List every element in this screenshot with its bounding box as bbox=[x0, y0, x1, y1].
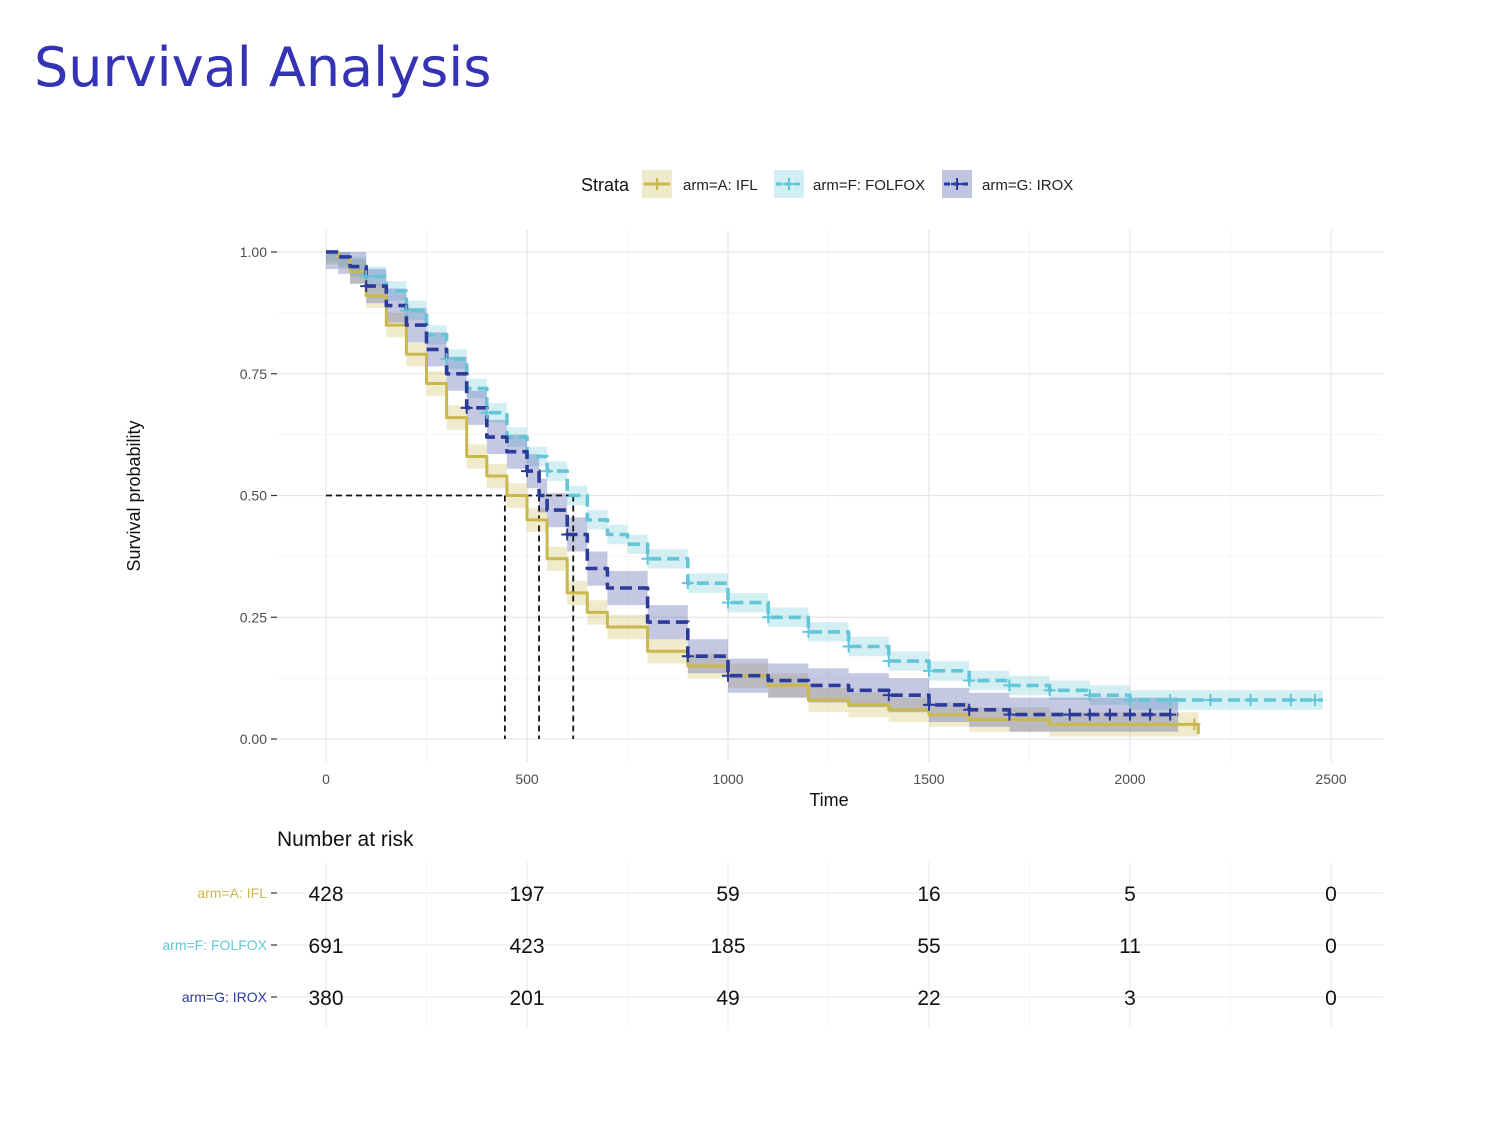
censor-mark bbox=[1188, 718, 1201, 731]
risk-table-cell: 22 bbox=[917, 987, 940, 1010]
risk-table-cell: 691 bbox=[308, 935, 343, 958]
censor-mark bbox=[1124, 708, 1136, 721]
survival-curves bbox=[326, 250, 1323, 735]
legend-label: arm=A: IFL bbox=[683, 177, 758, 194]
risk-table-row-label: arm=F: FOLFOX bbox=[162, 937, 267, 953]
risk-table-cell: 380 bbox=[308, 987, 343, 1010]
censor-mark bbox=[1284, 694, 1297, 707]
censor-mark bbox=[722, 596, 734, 609]
risk-table-cell: 185 bbox=[710, 935, 745, 958]
risk-table-cell: 0 bbox=[1325, 883, 1337, 906]
risk-table-cell: 49 bbox=[716, 987, 739, 1010]
x-tick-label: 1000 bbox=[712, 771, 743, 787]
risk-table: Number at risk arm=A: IFL 428 197 59 16 5 0 arm=… bbox=[162, 828, 1383, 1028]
censor-mark bbox=[1103, 708, 1116, 721]
risk-table-cell: 11 bbox=[1119, 935, 1141, 958]
x-tick-label: 0 bbox=[322, 771, 330, 787]
censor-marks bbox=[360, 270, 1321, 731]
censor-mark bbox=[460, 401, 473, 414]
censor-mark bbox=[722, 669, 734, 682]
censor-mark bbox=[1003, 708, 1016, 721]
risk-table-row-label: arm=A: IFL bbox=[197, 885, 267, 901]
y-tick-label: 0.00 bbox=[240, 731, 267, 747]
survival-curve bbox=[326, 250, 1179, 717]
censor-mark bbox=[1204, 694, 1217, 707]
confidence-band bbox=[326, 252, 1179, 732]
x-tick-label: 500 bbox=[515, 771, 539, 787]
legend-title: Strata bbox=[581, 175, 630, 195]
axes: 0 500 1000 1500 2000 2500 0.00 0.25 0.50 0.75 1.00… bbox=[124, 244, 1347, 810]
y-tick-label: 0.50 bbox=[240, 488, 267, 504]
censor-mark bbox=[1083, 689, 1096, 702]
censor-mark bbox=[882, 689, 895, 702]
censor-mark bbox=[1164, 708, 1177, 721]
risk-table-cell: 423 bbox=[509, 935, 544, 958]
censor-mark bbox=[1308, 694, 1321, 707]
censor-mark bbox=[1083, 708, 1096, 721]
risk-table-cell: 3 bbox=[1124, 987, 1136, 1010]
y-tick-label: 0.75 bbox=[240, 366, 267, 382]
censor-mark bbox=[480, 406, 493, 419]
legend-label: arm=F: FOLFOX bbox=[813, 177, 925, 194]
survival-curve bbox=[326, 250, 1200, 735]
legend-key-censor bbox=[951, 178, 963, 190]
x-axis-title: Time bbox=[809, 790, 848, 810]
censor-mark bbox=[641, 552, 654, 565]
risk-table-cell: 5 bbox=[1124, 883, 1136, 906]
censor-mark bbox=[1244, 694, 1257, 707]
legend: Strata arm=A: IFL arm=F: FOLFOX arm=G: IROX bbox=[581, 170, 1073, 198]
censor-mark bbox=[1144, 708, 1157, 721]
censor-mark bbox=[923, 664, 935, 677]
risk-table-cell: 197 bbox=[509, 883, 544, 906]
x-tick-label: 1500 bbox=[913, 771, 944, 787]
legend-key-censor bbox=[651, 178, 663, 190]
x-tick-label: 2500 bbox=[1315, 771, 1346, 787]
censor-mark bbox=[802, 625, 815, 638]
survival-curve bbox=[326, 250, 1323, 702]
censor-mark bbox=[1164, 694, 1177, 707]
censor-mark bbox=[963, 674, 976, 687]
risk-table-cell: 428 bbox=[308, 883, 343, 906]
y-axis-title: Survival probability bbox=[124, 420, 144, 571]
censor-mark bbox=[1043, 684, 1056, 697]
censor-mark bbox=[400, 304, 413, 317]
censor-mark bbox=[440, 353, 453, 366]
risk-table-cell: 55 bbox=[917, 935, 940, 958]
censor-mark bbox=[923, 698, 935, 711]
y-tick-label: 0.25 bbox=[240, 609, 267, 625]
risk-table-cell: 0 bbox=[1325, 987, 1337, 1010]
x-tick-label: 2000 bbox=[1114, 771, 1145, 787]
risk-table-cell: 59 bbox=[716, 883, 739, 906]
censor-mark bbox=[963, 703, 976, 716]
risk-table-cell: 0 bbox=[1325, 935, 1337, 958]
censor-mark bbox=[561, 528, 574, 541]
plot-grid bbox=[277, 230, 1383, 762]
risk-table-row-label: arm=G: IROX bbox=[182, 989, 268, 1005]
censor-mark bbox=[681, 650, 694, 663]
risk-table-cell: 16 bbox=[917, 883, 940, 906]
page-title: Survival Analysis bbox=[34, 36, 492, 99]
legend-key-censor bbox=[783, 178, 795, 190]
censor-mark bbox=[541, 465, 554, 478]
censor-mark bbox=[842, 640, 855, 653]
censor-mark bbox=[681, 577, 694, 590]
censor-mark bbox=[762, 611, 775, 624]
y-tick-label: 1.00 bbox=[240, 244, 267, 260]
censor-mark bbox=[1003, 679, 1016, 692]
legend-label: arm=G: IROX bbox=[982, 177, 1073, 194]
risk-table-cell: 201 bbox=[509, 987, 544, 1010]
censor-mark bbox=[360, 280, 373, 293]
censor-mark bbox=[1063, 708, 1076, 721]
risk-table-title: Number at risk bbox=[277, 828, 414, 851]
confidence-band bbox=[326, 252, 1323, 710]
censor-mark bbox=[521, 465, 533, 478]
censor-mark bbox=[1124, 694, 1136, 707]
censor-mark bbox=[882, 655, 895, 668]
